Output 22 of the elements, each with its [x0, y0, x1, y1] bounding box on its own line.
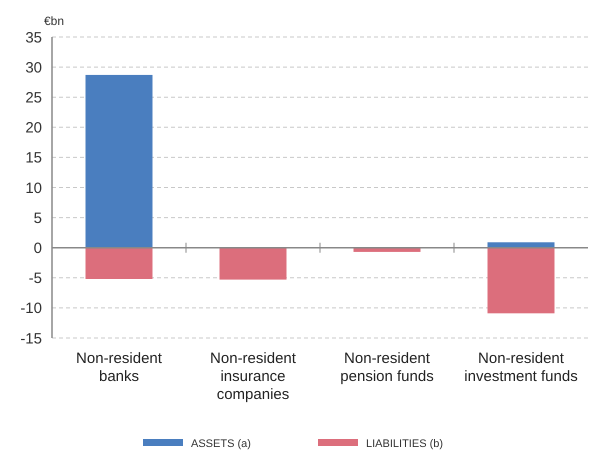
y-tick-label: -15 [20, 330, 42, 348]
x-tick-label: Non-resident banks [76, 350, 163, 385]
y-tick-label: 20 [25, 120, 42, 137]
bar [86, 248, 152, 280]
y-tick-label: -10 [20, 300, 42, 318]
y-axis-title: €bn [44, 14, 64, 28]
bar [86, 74, 152, 248]
x-tick-label: Non-resident insurance companies [210, 350, 297, 403]
y-tick-label: 0 [34, 240, 42, 257]
y-tick-label: 5 [34, 210, 42, 227]
x-tick-label: Non-resident pension funds [340, 350, 434, 385]
y-tick-label: 15 [25, 150, 42, 167]
y-tick-label: 30 [25, 59, 42, 76]
legend-label: LIABILITIES (b) [366, 438, 444, 450]
y-tick-label: 10 [25, 180, 42, 197]
y-tick-label: -5 [28, 270, 42, 288]
y-tick-label: 35 [25, 29, 42, 46]
y-tick-label: 25 [25, 89, 42, 106]
x-tick-label: Non-resident investment funds [464, 350, 578, 385]
bar [488, 248, 554, 314]
bar [220, 248, 286, 280]
legend-label: ASSETS (a) [191, 438, 251, 450]
